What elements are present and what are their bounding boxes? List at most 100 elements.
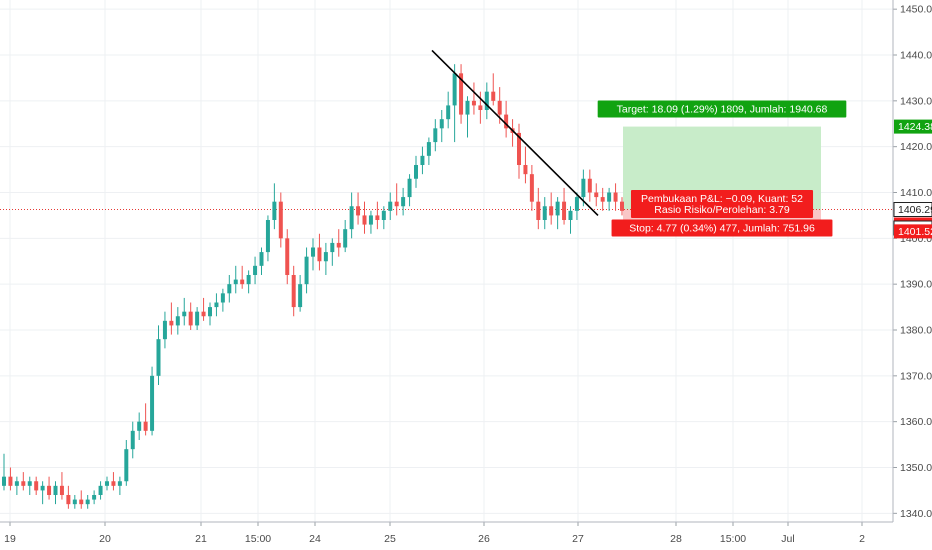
x-tick-label: 21 [195,533,207,545]
y-tick-label: 1380.00 [900,325,932,337]
candle-body [555,201,560,216]
candle-body [497,100,502,115]
candle-body [568,210,573,220]
candle-body [356,206,361,216]
candle-body [394,201,399,207]
candle-body [323,252,328,262]
y-tick-label: 1410.00 [900,187,932,199]
candle-body [201,311,206,317]
candle-body [124,449,129,482]
tag-last-bg [893,202,932,218]
candle-body [620,201,624,211]
tag-last-text: 1406.29 [898,204,932,216]
candle-body [330,242,335,253]
tag-last: 1406.29 [893,202,932,218]
candle-body [529,174,534,202]
candle-body [465,100,470,115]
candle-body [92,495,97,500]
candle-body [600,197,605,202]
candle-body [253,265,258,275]
candle-body [484,91,489,110]
stop-label: Stop: 4.77 (0.34%) 477, Jumlah: 751.96 [611,219,833,237]
candle-body [517,132,521,165]
candle-body [240,279,245,285]
candle-body [613,192,618,202]
candle-body [272,201,277,220]
candle-body [452,73,457,106]
candle-body [542,206,547,220]
candle-body [105,481,109,486]
price-axis[interactable]: 1450.001440.001430.001420.001410.001400.… [892,0,932,522]
x-tick-label: Jul [781,533,794,545]
x-tick-label: 28 [670,533,682,545]
candle-body [381,210,386,220]
tag-stop-text: 1401.52 [898,226,932,238]
candle-body [407,178,412,198]
candle-body [581,178,586,198]
x-tick-label: 15:00 [245,533,271,545]
candle-body [471,100,476,106]
candle-body [304,256,309,285]
y-tick-label: 1450.00 [900,4,932,16]
candle-body [536,201,541,220]
candle-body [446,105,451,120]
candle-body [66,495,71,505]
tag-stop: 1401.52 [894,224,932,239]
candle-body [111,481,116,486]
candle-body [195,311,200,326]
candle-body [21,481,26,486]
candle-body [188,311,193,326]
y-tick-label: 1340.00 [900,508,932,520]
target-label-bg [597,100,847,118]
x-tick-label: 20 [99,533,111,545]
candle-body [362,215,367,225]
pnl-label-bg [630,190,814,218]
candle-body [574,197,579,211]
tag-target: 1424.38 [894,119,932,134]
candle-body [265,220,270,253]
candle-body [162,320,167,340]
candle-body [175,316,180,326]
candle-body [117,481,122,486]
pnl-label-text: Pembukaan P&L: −0.09, Kuant: 52 [641,193,803,205]
candle-body [491,91,496,101]
x-tick-label: 27 [572,533,584,545]
candle-body [401,197,406,207]
candle-body [317,247,322,262]
candle-body [311,247,315,257]
candle-body [426,142,431,156]
candle-body [278,201,283,239]
candle-body [40,485,45,491]
candle-body [208,307,212,317]
y-tick-label: 1390.00 [900,279,932,291]
candle-body [259,252,264,266]
pnl-label-text: Rasio Risiko/Perolehan: 3.79 [654,204,790,216]
x-tick-label: 24 [309,533,321,545]
candle-body [8,476,13,486]
candle-body [214,302,219,308]
x-tick-label: 15:00 [720,533,746,545]
overlays: Target: 18.09 (1.29%) 1809, Jumlah: 1940… [431,49,847,237]
x-tick-label: 19 [4,533,16,545]
candle-body [182,311,187,317]
candle-body [130,430,135,450]
candle-body [375,215,380,220]
candle-body [298,284,303,308]
candle-body [143,421,148,431]
stop-label-text: Stop: 4.77 (0.34%) 477, Jumlah: 751.96 [629,223,815,235]
candle-body [414,165,418,179]
candle-body [607,192,612,202]
candle-body [72,499,77,505]
price-tags: 1424.381406.291406.201451:051401.52 [893,119,932,239]
candle-body [227,284,232,294]
candle-body [562,201,567,220]
candle-body [137,421,142,431]
tag-target-text: 1424.38 [898,121,932,133]
time-axis[interactable]: 19 20 21 15:00 24 25 26 27 28 15:00 Jul 2 [0,521,893,545]
tag-stop-bg [894,224,932,239]
candle-body [478,105,483,110]
candle-body [34,481,39,491]
